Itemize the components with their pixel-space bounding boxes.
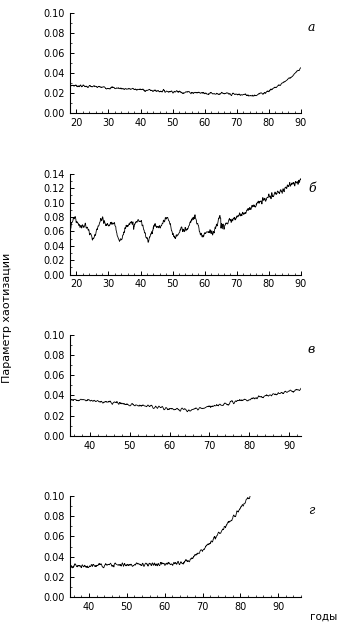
Text: а: а — [308, 21, 315, 34]
Text: Параметр хаотизации: Параметр хаотизации — [2, 252, 12, 383]
X-axis label: годы: годы — [310, 612, 338, 622]
Text: в: в — [308, 343, 315, 356]
Text: б: б — [308, 182, 316, 195]
Text: г: г — [308, 504, 314, 518]
